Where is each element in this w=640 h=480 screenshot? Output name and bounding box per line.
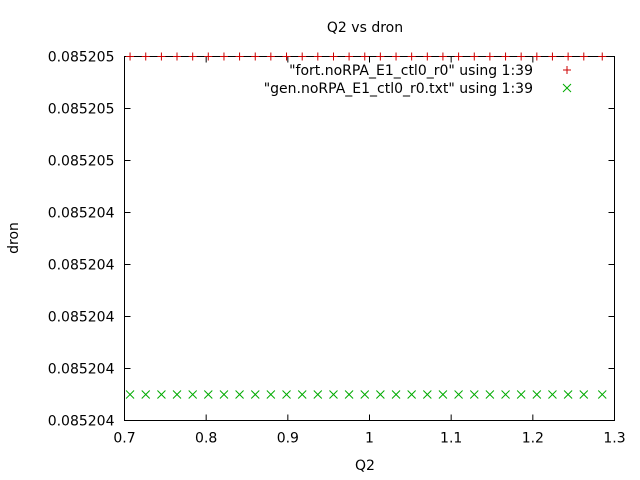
legend-label: "gen.noRPA_E1_ctl0_r0.txt" using 1:39 [264, 81, 533, 97]
data-point-series-1 [266, 52, 275, 61]
y-tick-label: 0.085205 [48, 102, 115, 118]
data-point-series-2 [454, 390, 463, 399]
legend-label: "fort.noRPA_E1_ctl0_r0" using 1:39 [289, 63, 533, 79]
data-point-series-2 [391, 390, 401, 399]
x-axis: 0.7 0.8 0.9 1 1.1 1.2 1.3 [113, 56, 626, 447]
data-point-series-2 [563, 390, 573, 399]
data-point-series-1 [454, 52, 463, 61]
data-point-series-1 [598, 52, 607, 61]
data-point-series-2 [250, 390, 260, 399]
x-tick-label: 0.8 [195, 431, 217, 447]
x-axis-label: Q2 [355, 458, 375, 474]
data-point-series-2 [579, 390, 589, 399]
data-point-series-2 [407, 390, 416, 399]
data-point-series-1 [392, 52, 401, 61]
data-point-series-2 [344, 390, 354, 399]
y-tick-label: 0.085205 [48, 50, 115, 66]
data-point-series-1 [313, 52, 322, 61]
data-point-series-1 [188, 52, 197, 61]
x-tick-label: 0.7 [113, 431, 135, 447]
data-point-series-1 [219, 52, 228, 61]
data-point-series-2 [313, 390, 323, 399]
data-point-series-2 [266, 390, 276, 399]
data-point-series-1 [579, 52, 588, 61]
data-point-series-2 [597, 390, 607, 399]
data-point-series-1 [501, 52, 510, 61]
data-point-series-1 [485, 52, 494, 61]
data-point-series-1 [298, 52, 307, 61]
data-point-series-2 [422, 390, 432, 399]
legend-marker [563, 66, 571, 74]
legend: "fort.noRPA_E1_ctl0_r0" using 1:39 "gen.n… [264, 63, 572, 97]
data-point-series-1 [423, 52, 432, 61]
x-tick-label: 1.2 [522, 431, 544, 447]
data-point-series-1 [173, 52, 182, 61]
data-point-series-2 [501, 390, 510, 399]
data-point-series-2 [329, 390, 338, 399]
data-point-series-1 [251, 52, 260, 61]
data-point-series-2 [532, 390, 542, 399]
data-point-series-1 [345, 52, 354, 61]
data-point-series-1 [564, 52, 573, 61]
y-axis: 0.085204 0.085204 0.085204 0.085204 0.085204… [48, 50, 615, 430]
data-point-series-2 [125, 390, 135, 399]
data-point-series-2 [548, 390, 557, 399]
data-point-series-1 [235, 52, 244, 61]
data-point-series-1 [376, 52, 385, 61]
legend-marker [562, 83, 572, 93]
data-point-series-2 [376, 390, 385, 399]
data-point-series-2 [188, 390, 198, 399]
x-tick-label: 1.3 [603, 431, 625, 447]
data-point-series-1 [157, 52, 166, 61]
y-tick-label: 0.085204 [48, 362, 115, 378]
data-point-series-1 [126, 52, 135, 61]
x-tick-label: 1 [365, 431, 374, 447]
data-point-series-1 [329, 52, 338, 61]
data-point-series-1 [470, 52, 479, 61]
data-point-series-2 [297, 390, 307, 399]
y-tick-label: 0.085204 [48, 310, 115, 326]
data-point-series-1 [407, 52, 416, 61]
data-point-series-2 [141, 390, 151, 399]
data-point-series-1 [204, 52, 213, 61]
data-point-series-2 [235, 390, 244, 399]
y-axis-label: dron [6, 222, 22, 254]
y-tick-label: 0.085204 [48, 258, 115, 274]
x-tick-label: 0.9 [277, 431, 299, 447]
data-point-series-2 [157, 390, 166, 399]
data-point-series-1 [517, 52, 526, 61]
data-point-series-2 [469, 390, 479, 399]
data-point-series-2 [203, 390, 213, 399]
y-tick-label: 0.085204 [48, 206, 115, 222]
data-point-series-1 [360, 52, 369, 61]
data-point-series-2 [219, 390, 229, 399]
y-tick-label: 0.085204 [48, 414, 115, 430]
data-point-series-1 [548, 52, 557, 61]
chart-title: Q2 vs dron [327, 20, 403, 36]
x-tick-label: 1.1 [440, 431, 462, 447]
data-point-series-1 [438, 52, 447, 61]
data-point-series-2 [516, 390, 526, 399]
y-tick-label: 0.085205 [48, 154, 115, 170]
data-point-series-1 [532, 52, 541, 61]
data-point-series-2 [172, 390, 182, 399]
data-point-series-1 [141, 52, 150, 61]
plot-frame [124, 56, 615, 421]
data-point-series-1 [282, 52, 291, 61]
data-point-series-2 [438, 390, 448, 399]
data-point-series-2 [485, 390, 495, 399]
data-point-series-2 [360, 390, 370, 399]
data-point-series-2 [282, 390, 291, 399]
data-marks [125, 52, 607, 399]
